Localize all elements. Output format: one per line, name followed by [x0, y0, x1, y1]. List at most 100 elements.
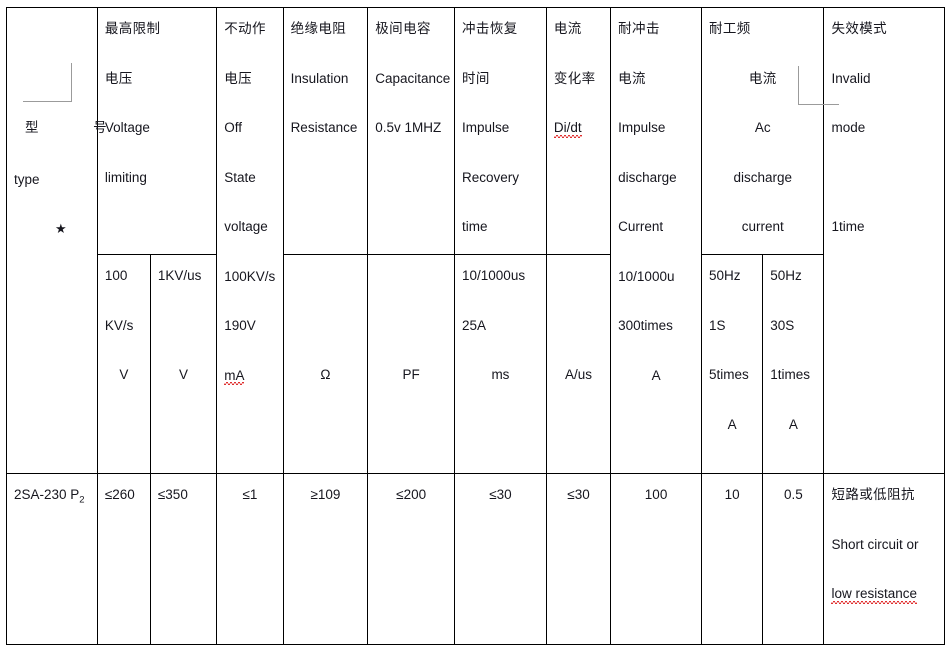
failure-mode-en-1: Invalid	[831, 70, 871, 86]
impulse-discharge-cond-2: 300times	[618, 318, 673, 333]
value-impulse-discharge-current: 100	[644, 487, 668, 502]
cell-capacitance: ≤200	[367, 473, 456, 645]
limiting-voltage-en-2: limiting	[104, 169, 147, 185]
value-capacitance: ≤200	[396, 487, 427, 502]
specification-table: 型 号 type ★ 最高限制 电压 Voltage limiting 不动作 …	[6, 7, 945, 645]
impulse-recovery-cn-2: 时间	[462, 70, 490, 86]
impulse-discharge-unit: A	[651, 367, 661, 383]
header-type-chinese: 型 号	[25, 121, 107, 135]
impulse-recovery-cond-2: 25A	[462, 317, 487, 333]
limiting-voltage-en-1: Voltage	[104, 120, 150, 135]
header-cell-impulse-recovery-time: 冲击恢复 时间 Impulse Recovery time	[454, 7, 547, 255]
value-limiting-voltage-a: ≤260	[104, 487, 135, 502]
limiting-voltage-cn-1: 最高限制	[104, 21, 161, 36]
datasheet-page: 型 号 type ★ 最高限制 电压 Voltage limiting 不动作 …	[6, 7, 945, 645]
impulse-recovery-cond-1: 10/1000us	[462, 268, 526, 283]
header-diagonal-bracket-icon	[23, 63, 72, 102]
header-cell-limiting-voltage-sub-b: 1KV/us V	[149, 254, 218, 474]
limiting-voltage-cn-2: 电压	[104, 70, 133, 86]
off-state-cn-1: 不动作	[224, 21, 266, 36]
value-limiting-voltage-b: ≤350	[157, 487, 188, 502]
cell-ac-discharge-current-b: 0.5	[762, 473, 825, 645]
off-state-cn-2: 电压	[224, 70, 253, 86]
current-rate-cn-2: 变化率	[553, 70, 596, 86]
impulse-discharge-en-1: Impulse	[618, 120, 666, 135]
model-name: 2SA-230 P2	[14, 487, 85, 506]
ac-a-cond-2: 1S	[708, 317, 726, 333]
impulse-discharge-cond-1: 10/1000u	[618, 268, 675, 284]
header-cell-off-state-voltage: 不动作 电压 Off State voltage 100KV/s 190V mA	[216, 7, 284, 474]
header-cell-current-rate-unit: A/us	[545, 254, 612, 474]
current-rate-en-1: Di/dt	[553, 120, 582, 137]
failure-mode-en-2: mode	[831, 120, 866, 135]
ac-a-cond-1: 50Hz	[708, 268, 741, 283]
insulation-unit: Ω	[320, 367, 331, 382]
insulation-en-2: Resistance	[290, 120, 358, 135]
ac-b-unit: A	[788, 416, 798, 432]
value-failure-mode-cn: 短路或低阻抗	[831, 487, 915, 502]
table-row: 2SA-230 P2 ≤260 ≤350 ≤1 ≥109 ≤200 ≤30	[6, 473, 945, 645]
value-ac-discharge-current-b: 0.5	[783, 487, 803, 502]
off-state-unit: mA	[224, 367, 245, 385]
impulse-recovery-en-3: time	[462, 219, 488, 234]
ac-discharge-en-3: current	[741, 219, 784, 234]
header-cell-impulse-discharge-current: 耐冲击 电流 Impulse discharge Current 10/1000…	[610, 7, 702, 474]
impulse-discharge-en-3: Current	[618, 219, 664, 234]
current-rate-cn-1: 电流	[553, 21, 582, 36]
cell-failure-mode: 短路或低阻抗 Short circuit or low resistance	[823, 473, 945, 645]
capacitance-en-2: 0.5v 1MHZ	[375, 120, 442, 135]
header-cell-ac-discharge-sub-a: 50Hz 1S 5times A	[700, 254, 764, 474]
header-cell-impulse-recovery-conditions: 10/1000us 25A ms	[454, 254, 547, 474]
insulation-en-1: Insulation	[290, 70, 349, 86]
impulse-discharge-cn-1: 耐冲击	[618, 21, 660, 36]
ac-discharge-cn-1: 耐工频	[708, 21, 751, 36]
ac-discharge-en-2: discharge	[733, 169, 792, 185]
star-icon: ★	[55, 221, 67, 236]
header-cell-current-rate: 电流 变化率 Di/dt	[545, 7, 612, 255]
value-current-rate: ≤30	[567, 487, 590, 502]
lv-a-cond-1: 100	[104, 268, 128, 283]
lv-a-unit: V	[119, 367, 129, 382]
cell-impulse-recovery-time: ≤30	[454, 473, 547, 645]
value-ac-discharge-current-a: 10	[724, 487, 740, 502]
header-row-names: 型 号 type ★ 最高限制 电压 Voltage limiting 不动作 …	[6, 7, 945, 474]
header-row-conditions: 100 KV/s V 1KV/us V Ω	[7, 254, 945, 474]
cell-insulation-resistance: ≥109	[282, 473, 369, 645]
ac-discharge-en-1: Ac	[754, 120, 771, 135]
header-cell-insulation-resistance-unit: Ω	[282, 254, 369, 474]
off-state-en-1: Off	[224, 120, 242, 135]
value-failure-mode-en-2: low resistance	[831, 586, 918, 603]
impulse-discharge-en-2: discharge	[618, 169, 677, 185]
value-insulation-resistance: ≥109	[310, 487, 341, 502]
cell-limiting-voltage-a: ≤260	[96, 473, 151, 645]
header-cell-failure-mode: 失效模式 Invalid mode 1time	[823, 7, 945, 474]
failure-mode-cn-1: 失效模式	[831, 21, 888, 36]
model-subscript: 2	[79, 494, 85, 506]
value-impulse-recovery-time: ≤30	[489, 487, 512, 502]
header-cell-limiting-voltage: 最高限制 电压 Voltage limiting	[96, 7, 218, 255]
cell-impulse-discharge-current: 100	[610, 473, 702, 645]
lv-b-unit: V	[179, 367, 189, 382]
cell-off-state-voltage: ≤1	[216, 473, 284, 645]
ac-b-cond-2: 30S	[770, 317, 795, 333]
current-rate-unit: A/us	[565, 367, 593, 382]
header-corner-bracket-icon	[797, 66, 839, 105]
value-failure-mode-en-1: Short circuit or	[831, 536, 919, 552]
ac-b-cond-3: 1times	[770, 367, 810, 382]
lv-b-cond-1: 1KV/us	[157, 268, 202, 283]
cell-ac-discharge-current-a: 10	[700, 473, 764, 645]
header-type-cn-1: 型	[25, 120, 39, 135]
insulation-cn-1: 绝缘电阻	[290, 21, 347, 36]
ac-a-unit: A	[727, 416, 737, 432]
off-state-cond-2: 190V	[224, 318, 256, 333]
cell-limiting-voltage-b: ≤350	[149, 473, 218, 645]
impulse-recovery-en-2: Recovery	[462, 169, 520, 185]
impulse-discharge-cn-2: 电流	[618, 70, 646, 86]
header-cell-capacitance-unit: PF	[367, 254, 456, 474]
header-cell-capacitance: 极间电容 Capacitance 0.5v 1MHZ	[367, 7, 456, 255]
header-cell-type: 型 号 type ★	[6, 7, 107, 474]
failure-mode-en-3: 1time	[831, 219, 865, 234]
header-cell-ac-discharge-current: 耐工频 电流 Ac discharge current	[700, 7, 839, 255]
impulse-recovery-en-1: Impulse	[462, 120, 510, 135]
ac-b-cond-1: 50Hz	[770, 268, 802, 283]
